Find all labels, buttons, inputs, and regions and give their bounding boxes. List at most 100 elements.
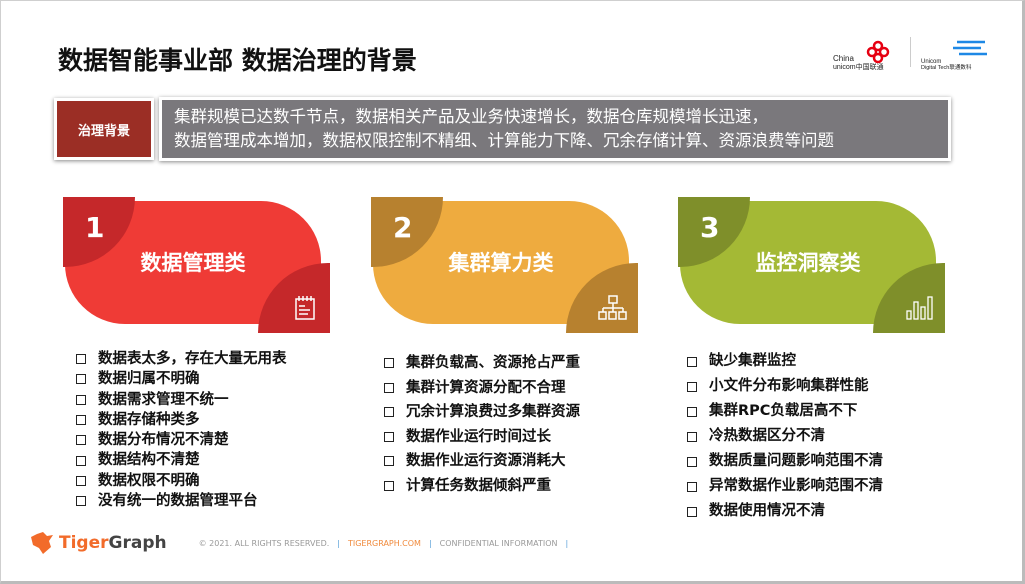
bar-chart-icon [906,296,933,320]
card-label: 数据管理类 [140,251,246,275]
list-item-text: 小文件分布影响集群性能 [709,378,869,394]
list-item-text: 数据结构不清楚 [98,452,200,469]
copyright-text: © 2021. ALL RIGHTS RESERVED. [198,538,330,548]
list-item-text: 冗余计算浪费过多集群资源 [406,404,580,420]
checkbox-bullet-icon [76,394,86,405]
list-item-text: 数据作业运行时间过长 [406,428,551,445]
list-item: 数据作业运行时间过长 [384,425,580,450]
svg-text:unicom中国联通: unicom中国联通 [833,62,884,71]
list-item: 没有统一的数据管理平台 [76,491,287,511]
list-item-text: 异常数据作业影响范围不清 [709,478,883,494]
china-unicom-logo: China unicom中国联通 [833,37,913,71]
svg-text:Unicom: Unicom [921,59,941,65]
list-item-text: 数据使用情况不清 [709,503,825,519]
hierarchy-icon [598,295,627,320]
list-item: 集群负载高、资源抢占严重 [384,351,580,376]
background-tag: 治理背景 [54,98,154,160]
list-item: 集群RPC负载居高不下 [687,399,883,424]
checkbox-bullet-icon [384,480,394,491]
list-item-text: 数据归属不明确 [98,371,200,388]
list-item-text: 冷热数据区分不清 [709,428,825,444]
brand-part: Tiger [59,533,109,553]
category-card-data-management: 1 数据管理类 [63,197,335,333]
list-item: 数据使用情况不清 [687,499,883,524]
list-item: 数据归属不明确 [76,369,287,389]
list-item-text: 数据表太多，存在大量无用表 [98,351,287,367]
card-label: 监控洞察类 [755,251,861,275]
list-item-text: 数据需求管理不统一 [98,391,229,408]
checkbox-bullet-icon [76,496,86,507]
list-item: 缺少集群监控 [687,349,883,374]
list-item-text: 计算任务数据倾斜严重 [406,477,551,494]
list-item: 数据权限不明确 [76,471,287,491]
notepad-icon [295,296,315,320]
checkbox-bullet-icon [687,456,697,467]
list-item: 数据需求管理不统一 [76,390,287,410]
svg-text:Digital Tech联通数科: Digital Tech联通数科 [921,63,972,71]
unicom-digital-tech-logo: Unicom Digital Tech联通数科 [917,37,992,71]
list-item-text: 没有统一的数据管理平台 [98,493,258,510]
category-card-monitoring: 3 监控洞察类 [678,197,950,333]
checkbox-bullet-icon [76,455,86,466]
checkbox-bullet-icon [687,506,697,517]
list-item-text: 数据权限不明确 [98,472,200,489]
checkbox-bullet-icon [687,431,697,442]
checkbox-bullet-icon [687,356,697,367]
checkbox-bullet-icon [76,374,86,385]
separator: | [337,538,340,548]
monitoring-issue-list: 缺少集群监控小文件分布影响集群性能 集群RPC负载居高不下 冷热数据区分不清数据质量… [687,349,883,524]
card-number: 2 [393,211,413,244]
list-item: 数据表太多，存在大量无用表 [76,349,287,369]
card-label: 集群算力类 [448,251,554,275]
list-item-text: 集群RPC负载居高不下 [709,403,858,419]
list-item: 数据结构不清楚 [76,450,287,470]
list-item-text: 数据质量问题影响范围不清 [709,453,883,469]
list-item: 异常数据作业影响范围不清 [687,474,883,499]
list-item: 集群计算资源分配不合理 [384,376,580,401]
checkbox-bullet-icon [687,381,697,392]
svg-text:China: China [833,54,854,63]
confidential-text: CONFIDENTIAL INFORMATION [439,538,558,548]
list-item-text: 数据作业运行资源消耗大 [406,453,566,469]
checkbox-bullet-icon [76,354,86,365]
list-item: 冷热数据区分不清 [687,424,883,449]
list-item: 数据分布情况不清楚 [76,430,287,450]
list-item-text: 数据存储种类多 [98,411,200,428]
brand-part: Graph [108,533,167,553]
checkbox-bullet-icon [384,382,394,393]
checkbox-bullet-icon [687,481,697,492]
checkbox-bullet-icon [384,407,394,418]
description-line: 集群规模已达数千节点，数据相关产品及业务快速增长，数据仓库规模增长迅速， [174,107,768,126]
description-line: 数据管理成本增加，数据权限控制不精细、计算能力下降、冗余存储计算、资源浪费等问题 [174,131,834,150]
category-card-cluster-compute: 2 集群算力类 [371,197,643,333]
checkbox-bullet-icon [76,475,86,486]
background-description: 集群规模已达数千节点，数据相关产品及业务快速增长，数据仓库规模增长迅速， 数据管… [159,97,951,161]
card-number: 3 [700,211,720,244]
separator: | [428,538,432,548]
checkbox-bullet-icon [76,435,86,446]
list-item: 冗余计算浪费过多集群资源 [384,400,580,425]
list-item-text: 集群计算资源分配不合理 [406,379,566,396]
footer: TigerGraph © 2021. ALL RIGHTS RESERVED. … [29,531,576,555]
separator: | [565,538,569,548]
list-item: 小文件分布影响集群性能 [687,374,883,399]
checkbox-bullet-icon [687,406,697,417]
list-item-text: 数据分布情况不清楚 [98,432,229,449]
cluster-compute-issue-list: 集群负载高、资源抢占严重 集群计算资源分配不合理 冗余计算浪费过多集群资源 数据作业运… [384,351,580,498]
logo-divider [910,37,911,67]
site-link[interactable]: TIGERGRAPH.COM [347,538,421,548]
data-management-issue-list: 数据表太多，存在大量无用表 数据归属不明确数据需求管理不统一 数据存储种类多数据分布… [76,349,287,511]
page-title: 数据智能事业部 数据治理的背景 [58,46,417,75]
card-number: 1 [85,211,105,244]
list-item: 数据存储种类多 [76,410,287,430]
list-item: 数据质量问题影响范围不清 [687,449,883,474]
list-item: 数据作业运行资源消耗大 [384,449,580,474]
list-item-text: 集群负载高、资源抢占严重 [406,355,580,371]
tigergraph-logo: TigerGraph [59,533,167,553]
list-item: 计算任务数据倾斜严重 [384,474,580,499]
checkbox-bullet-icon [384,456,394,467]
list-item-text: 缺少集群监控 [709,353,796,369]
tiger-logo-icon [31,532,53,554]
checkbox-bullet-icon [76,415,86,426]
